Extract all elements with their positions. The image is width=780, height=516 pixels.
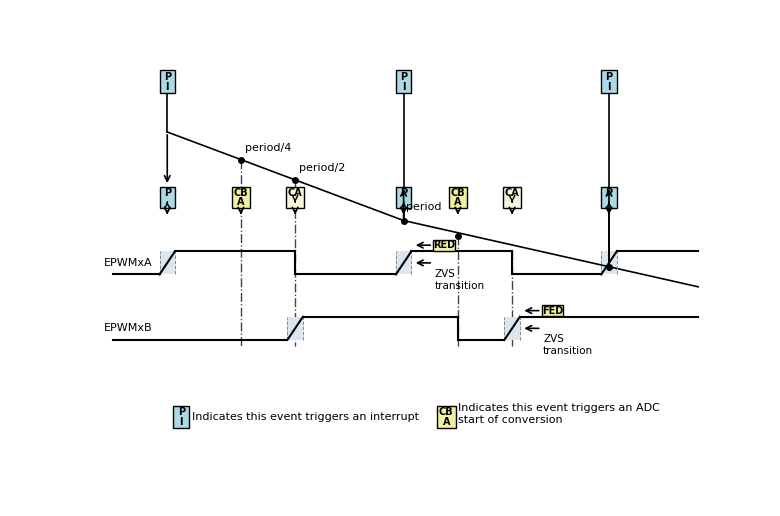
Bar — [505, 317, 520, 340]
Bar — [285, 187, 304, 208]
Text: CA: CA — [288, 188, 303, 198]
Bar — [396, 251, 411, 275]
Text: I: I — [179, 417, 183, 427]
Text: I: I — [608, 83, 611, 92]
Bar — [159, 70, 175, 93]
Bar — [173, 406, 189, 428]
Text: period: period — [406, 202, 441, 212]
Text: CB: CB — [439, 407, 453, 417]
Text: Indicates this event triggers an ADC
start of conversion: Indicates this event triggers an ADC sta… — [458, 403, 660, 425]
Text: A: A — [454, 197, 462, 207]
Text: EPWMxB: EPWMxB — [104, 324, 152, 333]
Text: ZVS
transition: ZVS transition — [434, 269, 484, 291]
Text: P: P — [400, 72, 407, 83]
Text: FED: FED — [542, 305, 563, 316]
Text: A: A — [442, 416, 450, 427]
Text: A: A — [237, 197, 245, 207]
Text: P: P — [178, 407, 185, 417]
Bar — [159, 251, 175, 275]
Bar — [396, 70, 411, 93]
Bar — [159, 187, 175, 208]
Text: period/4: period/4 — [245, 143, 291, 153]
Text: CA: CA — [505, 188, 519, 198]
Text: P: P — [164, 188, 171, 198]
Text: I: I — [402, 83, 406, 92]
Bar — [396, 187, 411, 208]
Text: CB: CB — [233, 188, 248, 198]
Bar — [503, 187, 521, 208]
Bar — [601, 70, 617, 93]
Text: P: P — [605, 72, 612, 83]
Bar — [601, 251, 617, 275]
Text: I: I — [165, 83, 169, 92]
Text: P: P — [605, 188, 612, 198]
Bar — [437, 406, 456, 428]
Bar — [232, 187, 250, 208]
Text: P: P — [400, 188, 407, 198]
Text: CB: CB — [451, 188, 465, 198]
Bar — [287, 317, 303, 340]
Bar — [448, 187, 467, 208]
Bar — [601, 187, 617, 208]
Text: period/2: period/2 — [299, 163, 346, 173]
Text: Indicates this event triggers an interrupt: Indicates this event triggers an interru… — [192, 412, 419, 422]
Bar — [541, 305, 563, 316]
Text: P: P — [164, 72, 171, 83]
Text: ZVS
transition: ZVS transition — [543, 334, 594, 356]
Bar — [433, 240, 455, 251]
Text: RED: RED — [433, 240, 455, 250]
Text: EPWMxA: EPWMxA — [104, 258, 152, 268]
